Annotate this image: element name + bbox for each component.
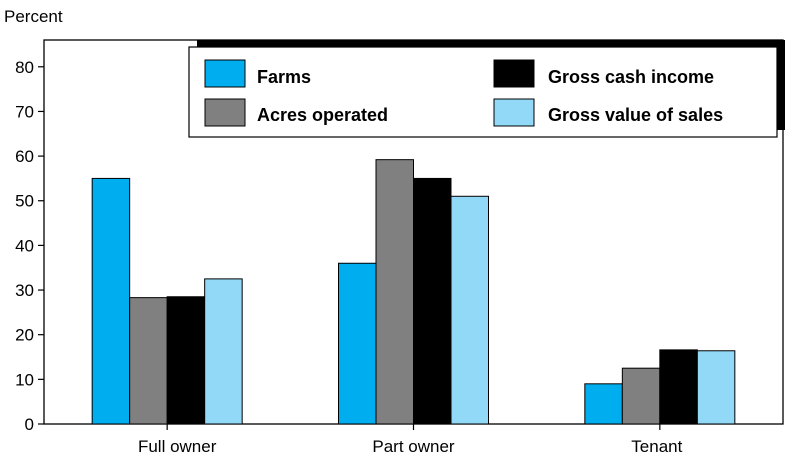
y-tick-label: 80 — [15, 58, 34, 77]
bar-gross-cash-income-full-owner — [166, 296, 206, 425]
y-tick-label: 10 — [15, 370, 34, 389]
legend-label-gross-cash-income: Gross cash income — [548, 67, 714, 87]
y-tick-label: 30 — [15, 281, 34, 300]
y-tick-label: 20 — [15, 326, 34, 345]
x-tick-label: Tenant — [631, 437, 682, 456]
x-tick-label: Part owner — [372, 437, 455, 456]
bar-acres-operated-tenant — [621, 367, 661, 425]
bar-farms-part-owner — [338, 262, 377, 425]
y-tick-label: 70 — [15, 102, 34, 121]
legend-swatch-farms — [204, 59, 246, 88]
legend-label-farms: Farms — [257, 67, 311, 87]
bar-gross-value-of-sales-tenant — [696, 350, 736, 425]
bar-gross-value-of-sales-full-owner — [204, 278, 243, 425]
y-tick-label: 60 — [15, 147, 34, 166]
legend: Farms Acres operated Gross cash income Gros… — [188, 40, 785, 138]
x-tick-label: Full owner — [138, 437, 217, 456]
bar-farms-tenant — [584, 383, 623, 425]
bar-farms-full-owner — [91, 177, 131, 425]
bar-acres-operated-part-owner — [375, 159, 414, 425]
plot-area: 0 10 20 30 40 50 60 70 80 Full owner Part owner Ten… — [15, 39, 784, 456]
bar-gross-value-of-sales-part-owner — [450, 195, 489, 425]
bar-gross-cash-income-part-owner — [413, 177, 452, 425]
bar-acres-operated-full-owner — [129, 297, 168, 425]
y-axis-label: Percent — [4, 7, 63, 26]
legend-swatch-acres-operated — [204, 98, 246, 127]
legend-label-gross-value-of-sales: Gross value of sales — [548, 105, 723, 125]
legend-label-acres-operated: Acres operated — [257, 105, 388, 125]
y-tick-label: 40 — [15, 236, 34, 255]
y-tick-label: 50 — [15, 192, 34, 211]
bar-gross-cash-income-tenant — [659, 349, 698, 425]
legend-swatch-gross-cash-income — [493, 59, 535, 88]
legend-box — [188, 46, 778, 138]
y-tick-label: 0 — [25, 415, 34, 434]
legend-swatch-gross-value-of-sales — [493, 98, 535, 127]
